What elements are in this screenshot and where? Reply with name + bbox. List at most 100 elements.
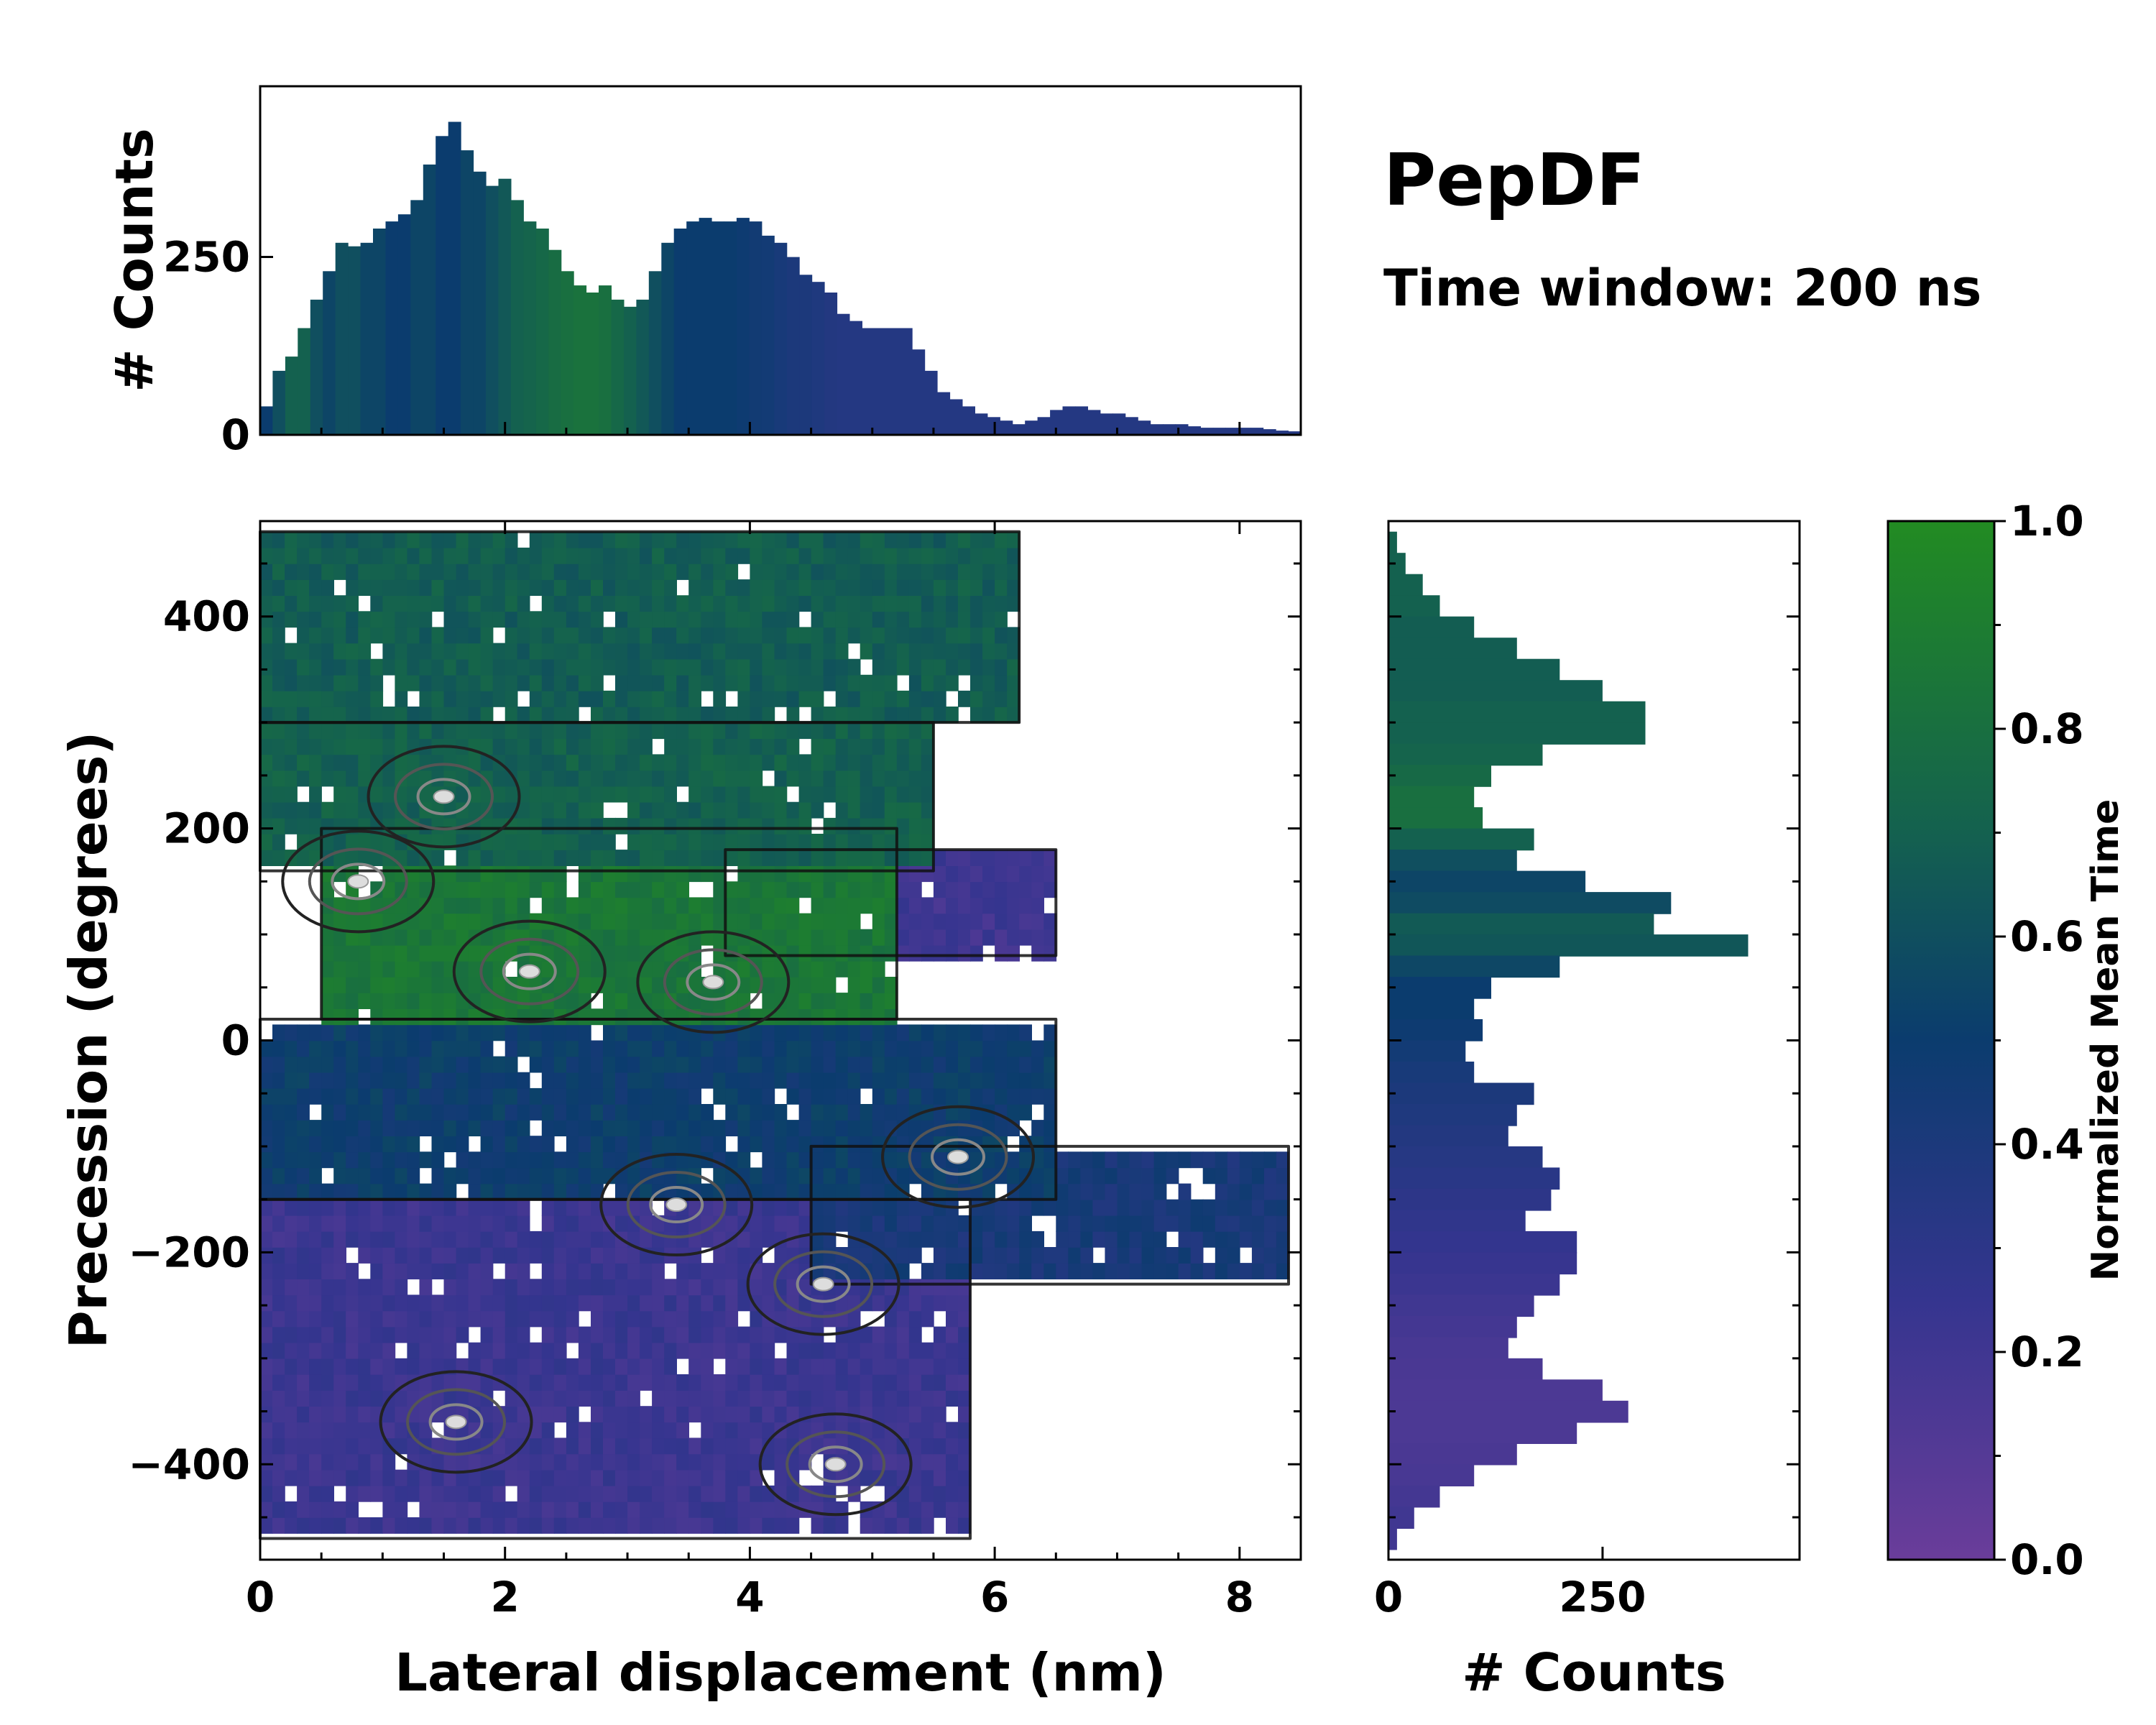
heatmap-cell	[701, 658, 714, 676]
heatmap-cell	[786, 738, 800, 755]
heatmap-cell	[333, 754, 346, 771]
heatmap-cell	[272, 1485, 285, 1502]
heatmap-cell	[591, 611, 604, 628]
heatmap-cell	[431, 1136, 445, 1153]
heatmap-cell	[285, 690, 298, 707]
top-histogram-bar	[397, 214, 411, 435]
heatmap-cell	[1031, 913, 1044, 930]
top-histogram-bar	[272, 370, 286, 435]
heatmap-cell	[578, 547, 591, 564]
heatmap-cell	[970, 850, 983, 866]
heatmap-cell	[505, 547, 518, 564]
heatmap-cell	[407, 881, 420, 898]
heatmap-cell	[640, 658, 653, 676]
heatmap-cell	[370, 1374, 384, 1391]
heatmap-cell	[1227, 1199, 1240, 1216]
right-histogram-bar	[1388, 574, 1423, 597]
heatmap-cell	[443, 1501, 457, 1518]
heatmap-cell	[566, 1072, 579, 1089]
heatmap-cell	[664, 881, 677, 898]
heatmap-cell	[541, 1120, 555, 1136]
heatmap-cell	[774, 1120, 788, 1136]
heatmap-cell	[786, 1390, 800, 1407]
heatmap-cell	[982, 1183, 995, 1200]
heatmap-cell	[492, 977, 506, 993]
heatmap-cell	[811, 738, 824, 755]
heatmap-cell	[272, 1310, 285, 1328]
heatmap-cell	[1129, 1151, 1143, 1169]
heatmap-cell	[358, 658, 372, 676]
heatmap-cell	[407, 595, 420, 612]
heatmap-cell	[395, 547, 408, 564]
heatmap-cell	[395, 817, 408, 834]
heatmap-cell	[346, 850, 359, 866]
heatmap-cell	[627, 929, 640, 946]
heatmap-cell	[762, 786, 775, 803]
heatmap-cell	[664, 547, 677, 564]
heatmap-cell	[933, 1358, 946, 1375]
heatmap-cell	[591, 1008, 604, 1026]
heatmap-cell	[884, 1199, 898, 1216]
heatmap-cell	[492, 770, 506, 787]
heatmap-cell	[823, 722, 837, 740]
heatmap-cell	[321, 754, 334, 771]
heatmap-cell	[505, 627, 518, 644]
heatmap-cell	[713, 707, 727, 723]
heatmap-cell	[737, 1104, 751, 1121]
heatmap-cell	[529, 707, 543, 723]
heatmap-cell	[652, 1406, 665, 1423]
heatmap-cell	[1044, 1072, 1057, 1089]
heatmap-cell	[627, 643, 640, 660]
right-histogram-bar	[1388, 743, 1543, 766]
heatmap-cell	[272, 1358, 285, 1375]
heatmap-cell	[652, 913, 665, 930]
heatmap-cell	[566, 1230, 579, 1248]
heatmap-cell	[823, 1390, 837, 1407]
heatmap-cell	[395, 1215, 408, 1232]
heatmap-cell	[443, 547, 457, 564]
heatmap-cell	[652, 1279, 665, 1296]
heatmap-cell	[591, 1183, 604, 1200]
heatmap-cell	[627, 674, 640, 691]
heatmap-cell	[431, 1310, 445, 1328]
heatmap-cell	[603, 944, 616, 962]
heatmap-cell	[541, 1024, 555, 1041]
heatmap-cell	[407, 1024, 420, 1041]
heatmap-cell	[701, 1374, 714, 1391]
heatmap-cell	[811, 564, 824, 580]
heatmap-cell	[811, 1120, 824, 1136]
heatmap-cell	[860, 960, 873, 978]
right-histogram-bar	[1388, 1485, 1440, 1508]
heatmap-cell	[884, 674, 898, 691]
heatmap-cell	[517, 929, 530, 946]
heatmap-cell	[443, 944, 457, 962]
heatmap-cell	[309, 1422, 322, 1439]
heatmap-cell	[346, 643, 359, 660]
heatmap-cell	[627, 707, 640, 723]
heatmap-cell	[615, 881, 628, 898]
heatmap-cell	[297, 1326, 310, 1343]
heatmap-cell	[958, 1040, 971, 1057]
heatmap-cell	[480, 1199, 494, 1216]
heatmap-cell	[321, 690, 334, 707]
heatmap-cell	[321, 611, 334, 628]
heatmap-cell	[505, 1326, 518, 1343]
heatmap-cell	[798, 913, 812, 930]
heatmap-peak-contour	[308, 847, 408, 916]
heatmap-cell	[1044, 1087, 1057, 1105]
heatmap-cell	[652, 658, 665, 676]
heatmap-cell	[835, 1151, 849, 1169]
heatmap-cell	[835, 611, 849, 628]
heatmap-cell	[566, 1279, 579, 1296]
heatmap-cell	[652, 564, 665, 580]
heatmap-cell	[811, 865, 824, 883]
heatmap-cell	[480, 643, 494, 660]
heatmap-cell	[908, 1310, 922, 1328]
heatmap-cell	[970, 897, 983, 914]
top-ytick-label: 250	[163, 233, 250, 282]
heatmap-cell	[652, 1501, 665, 1518]
heatmap-cell	[272, 1501, 285, 1518]
heatmap-cell	[627, 1087, 640, 1105]
heatmap-cell	[737, 707, 751, 723]
heatmap-cell	[995, 1215, 1008, 1232]
